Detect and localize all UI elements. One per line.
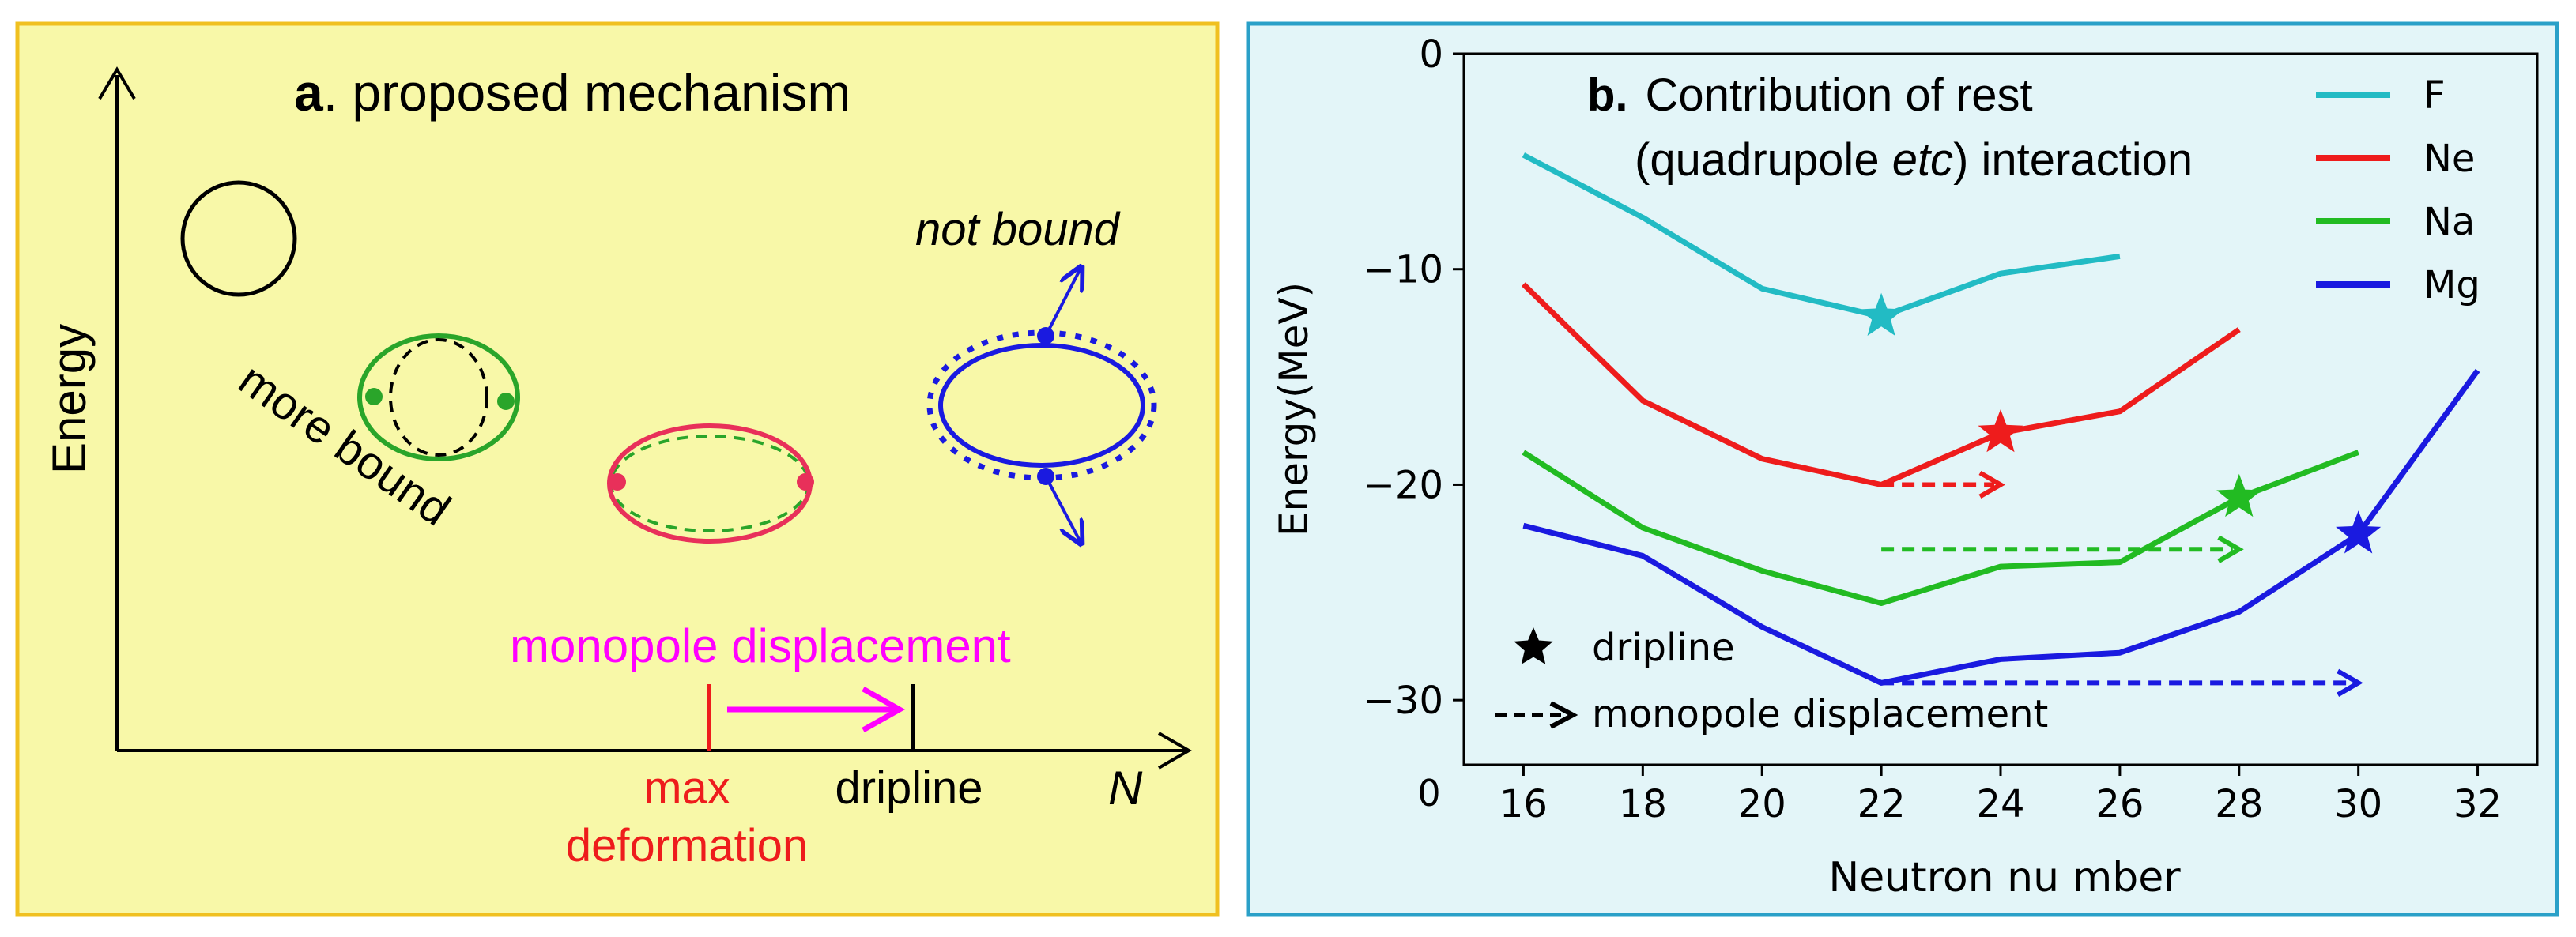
x-tick-label: 16 (1499, 782, 1548, 826)
x-tick-label: 28 (2215, 782, 2263, 826)
legend: F Ne Na Mg (2316, 73, 2480, 307)
legend-label-mg: Mg (2423, 263, 2480, 307)
y-tick-label: −20 (1363, 463, 1443, 507)
bottom-zero-label: 0 (1417, 772, 1440, 815)
legend-label-na: Na (2423, 200, 2475, 244)
dripline-label: dripline (835, 762, 983, 814)
dripline-star-ne (1978, 409, 2023, 453)
y-tick-label: −30 (1363, 679, 1443, 723)
series-layer (1521, 152, 2480, 697)
x-axis-label-n: N (1108, 762, 1143, 815)
x-tick-label: 24 (1976, 782, 2024, 826)
axis-ticks: 16 18 20 22 24 26 28 30 32 0 −10 −20 −30 (1363, 32, 2502, 826)
monopole-arrowhead-mg (2337, 668, 2363, 697)
legend-dripline-label: dripline (1592, 626, 1735, 670)
panel-a-y-axis-arrowhead (98, 66, 136, 100)
deformed-nucleus-blue-icon (926, 267, 1157, 544)
x-tick-label: 30 (2334, 782, 2382, 826)
panel-b-title-line2: (quadrupole etc) interaction (1635, 134, 2193, 186)
monopole-displacement-label: monopole displacement (510, 619, 1011, 672)
legend-dripline: dripline (1514, 626, 1735, 670)
deformed-nucleus-pink-icon (607, 423, 814, 544)
panel-a: a. proposed mechanism Energy N more boun… (15, 21, 1220, 917)
spherical-nucleus-icon (180, 180, 297, 297)
legend-monopole-label: monopole displacement (1592, 692, 2048, 736)
monopole-arrowhead-ne (1978, 470, 2006, 499)
y-tick-label: 0 (1419, 32, 1443, 77)
star-icon (1514, 627, 1553, 664)
x-tick-label: 32 (2453, 782, 2502, 826)
y-axis-label: Energy(MeV) (1271, 282, 1317, 536)
monopole-displacement-arrow-icon (727, 686, 906, 733)
series-line-mg (1522, 368, 2480, 686)
legend-label-ne: Ne (2423, 137, 2475, 181)
max-label: max (643, 762, 730, 814)
x-tick-label: 26 (2095, 782, 2144, 826)
y-axis-label-energy: Energy (43, 324, 96, 474)
x-tick-label: 22 (1858, 782, 1906, 826)
legend-label-f: F (2423, 73, 2446, 118)
series-line-na (1522, 450, 2359, 606)
x-axis-label: Neutron nu mber (1828, 854, 2181, 901)
not-bound-label: not bound (915, 204, 1121, 255)
series-line-ne (1521, 282, 2241, 487)
legend-monopole: monopole displacement (1495, 692, 2048, 736)
panel-a-x-axis-arrowhead (1157, 732, 1192, 770)
dripline-star-mg (2336, 510, 2382, 554)
monopole-arrowhead-na (2217, 535, 2244, 563)
y-tick-label: −10 (1363, 248, 1443, 292)
panel-b: 16 18 20 22 24 26 28 30 32 0 −10 −20 −30 Energy(MeV)… (1246, 21, 2559, 917)
series-line-f (1522, 152, 2121, 320)
panel-b-title-line1: b. Contribution of rest (1587, 70, 2033, 121)
panel-a-title: a. proposed mechanism (294, 63, 850, 122)
dripline-star-f (1858, 292, 1904, 336)
deformed-nucleus-green-icon (357, 333, 520, 461)
panel-b-background (1246, 21, 2559, 917)
deformation-label: deformation (566, 820, 808, 871)
x-tick-label: 20 (1738, 782, 1786, 826)
x-tick-label: 18 (1619, 782, 1667, 826)
dripline-star-na (2216, 473, 2262, 517)
